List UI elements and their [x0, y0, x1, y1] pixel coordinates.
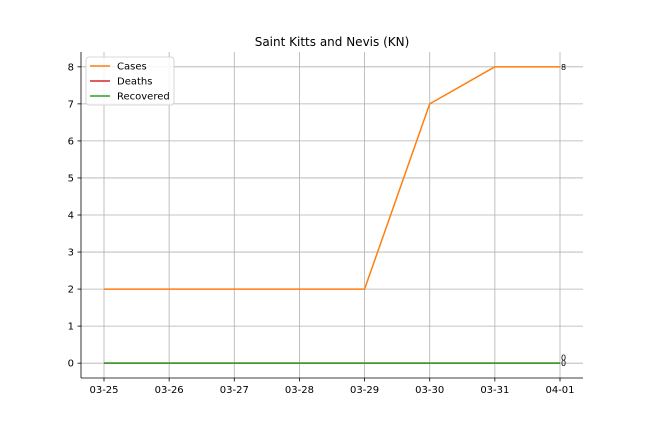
x-tick-label: 03-26 [155, 385, 184, 396]
chart-title: Saint Kitts and Nevis (KN) [255, 35, 410, 49]
x-tick-label: 03-27 [220, 385, 249, 396]
legend-label-cases: Cases [117, 62, 147, 73]
x-tick-label: 03-28 [285, 385, 314, 396]
legend-label-deaths: Deaths [117, 77, 152, 88]
y-tick-label: 2 [68, 285, 74, 296]
legend-box [85, 56, 175, 106]
y-tick-label: 0 [68, 359, 74, 370]
x-tick-label: 04-01 [545, 385, 574, 396]
legend-label-recovered: Recovered [117, 92, 170, 103]
y-tick-label: 5 [68, 173, 74, 184]
end-value-label-deaths: 0 [561, 354, 566, 363]
x-tick-label: 03-31 [480, 385, 509, 396]
end-value-label-recovered: 0 [561, 359, 566, 368]
y-tick-label: 1 [68, 322, 74, 333]
series-line-cases [104, 66, 560, 290]
x-tick-label: 03-25 [89, 385, 118, 396]
x-tick-label: 03-29 [350, 385, 379, 396]
x-tick-label: 03-30 [415, 385, 444, 396]
plot-area: 8 00 [104, 63, 566, 368]
end-value-label-cases: 8 [561, 63, 566, 72]
y-tick-label: 6 [68, 136, 74, 147]
axes: 03-25 03-26 03-27 03-28 03-29 03-30 03-31 04-01… [68, 52, 583, 396]
y-tick-label: 8 [68, 62, 74, 73]
y-tick-label: 7 [68, 99, 74, 110]
y-tick-label: 4 [68, 211, 74, 222]
legend: Cases Deaths Recovered [85, 56, 175, 106]
y-tick-label: 3 [68, 248, 74, 259]
